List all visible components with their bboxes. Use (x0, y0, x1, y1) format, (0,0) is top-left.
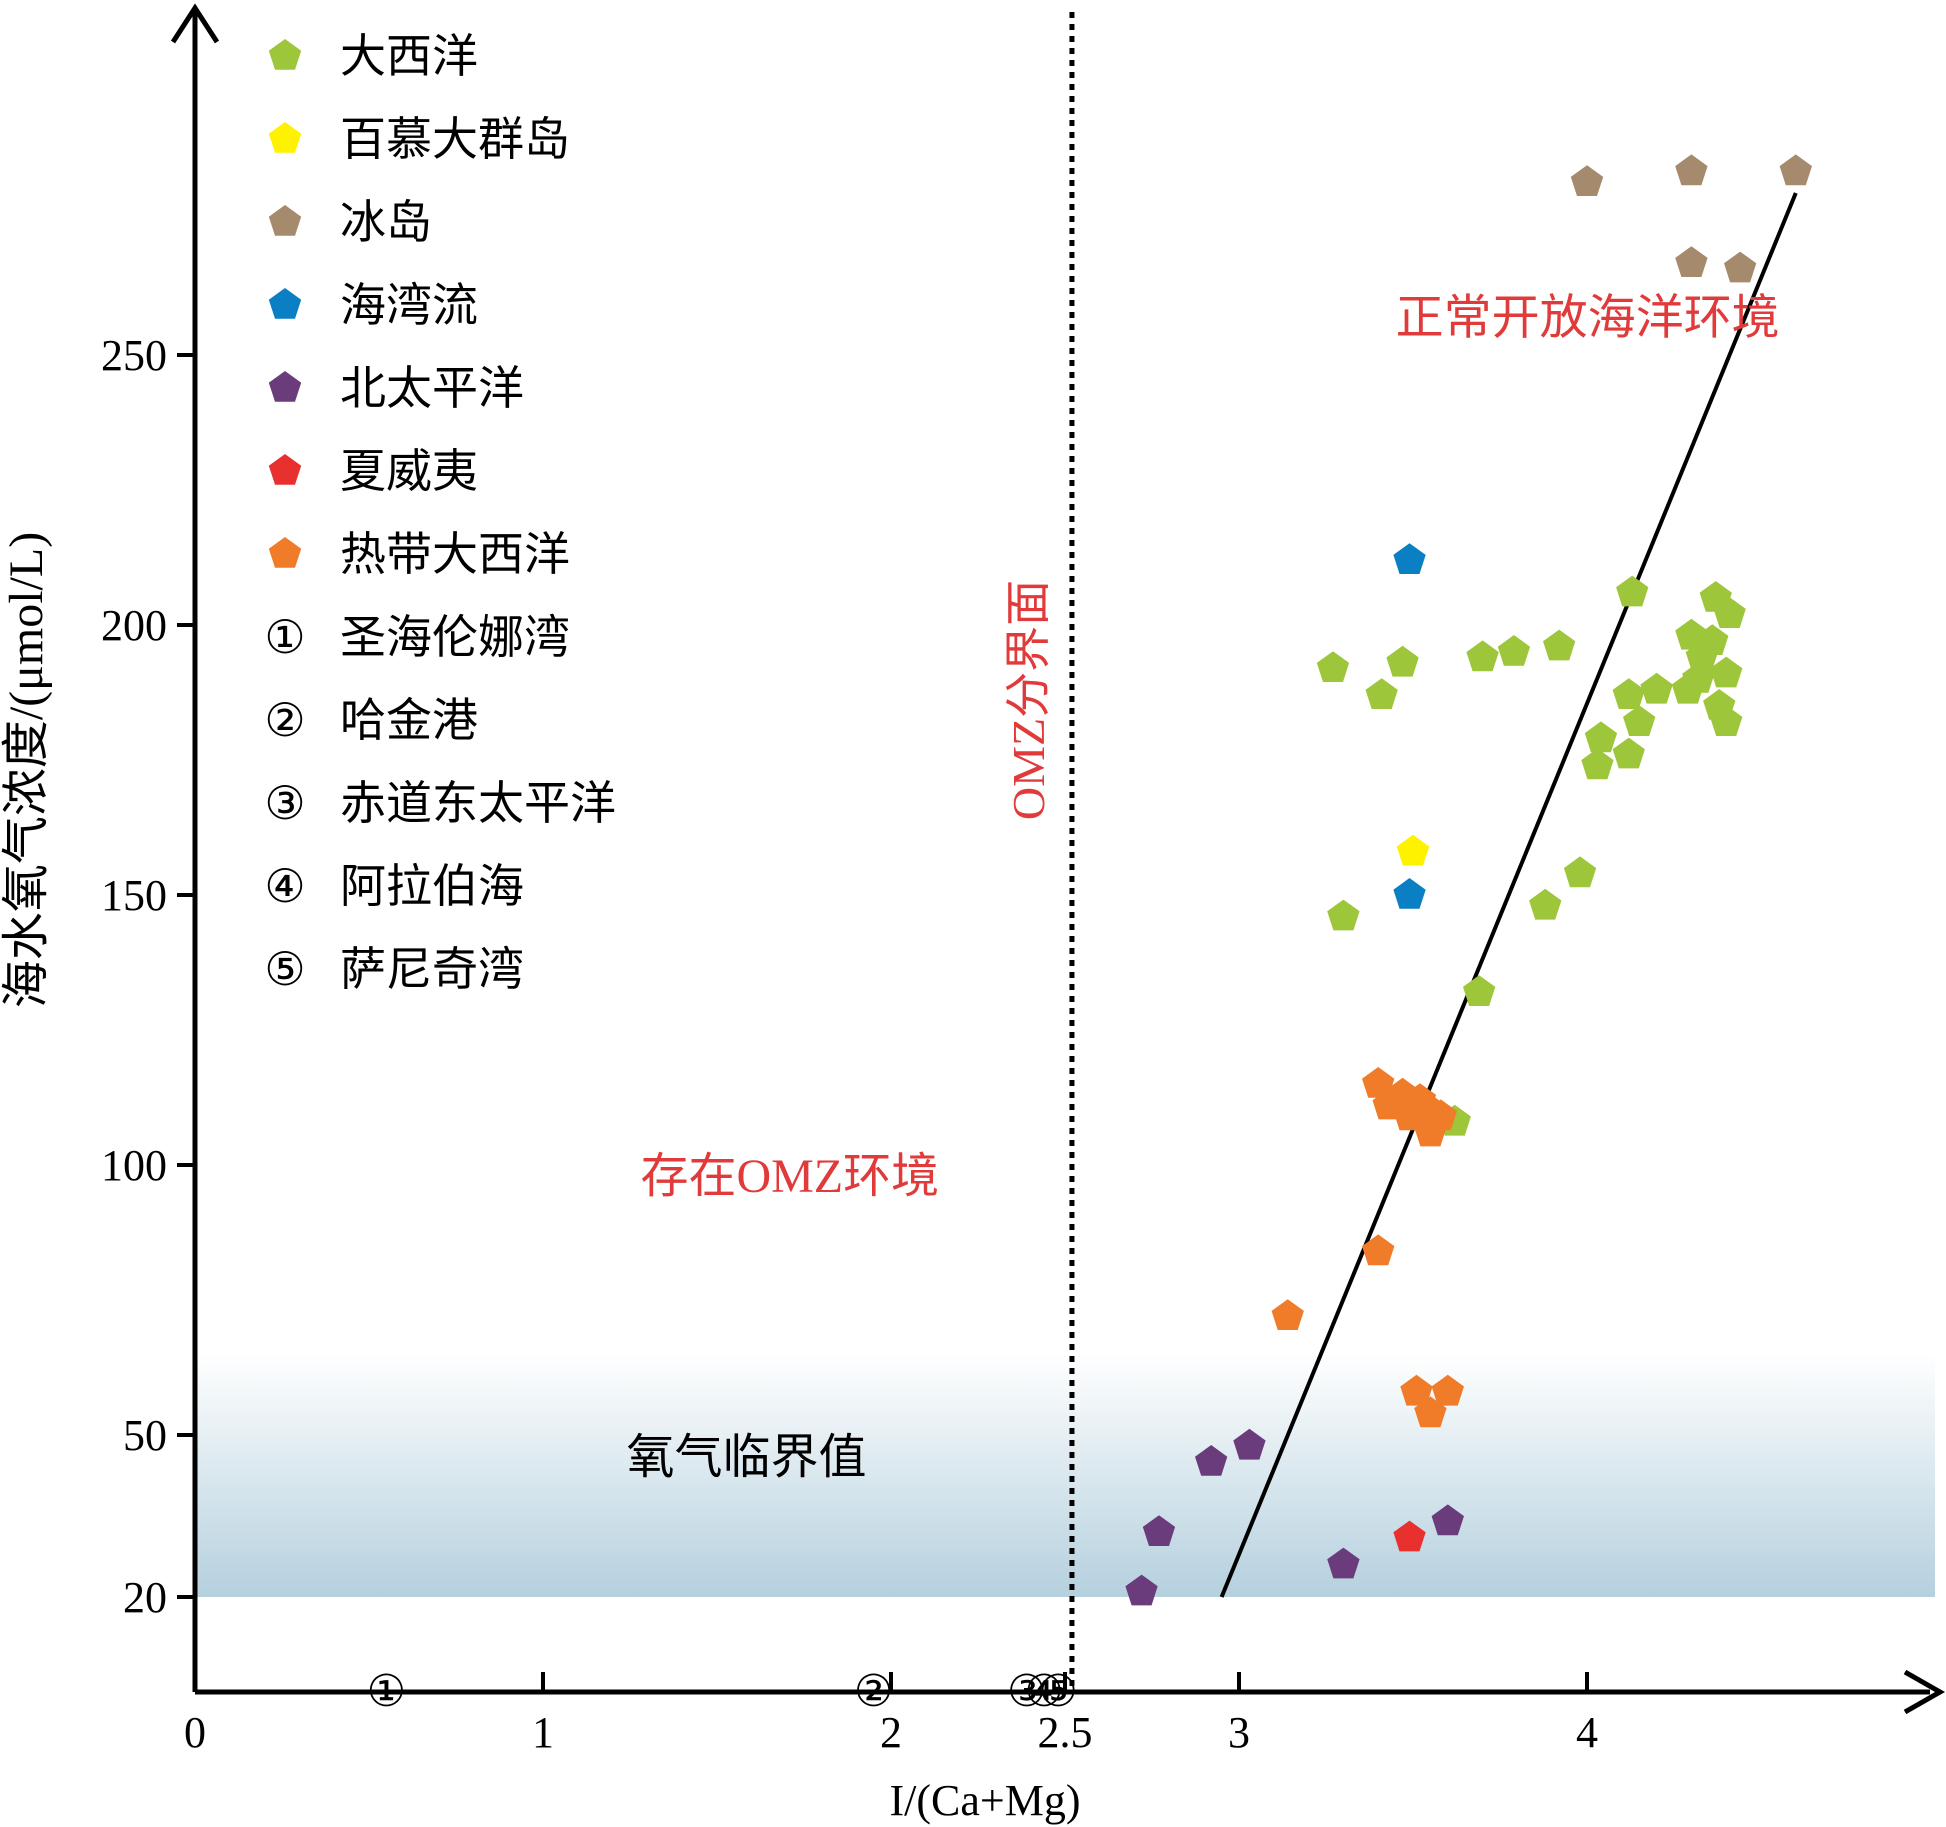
data-point (1362, 1234, 1395, 1266)
data-point (1466, 640, 1499, 672)
data-point (1529, 888, 1562, 920)
legend-site-symbol: ② (264, 695, 305, 746)
legend-label: 大西洋 (340, 31, 478, 82)
data-point (1497, 635, 1531, 666)
x-tick-label: 2 (880, 1708, 902, 1757)
data-point (1543, 629, 1576, 661)
data-point (1414, 1115, 1447, 1147)
data-point (1393, 1520, 1426, 1552)
data-point (1233, 1428, 1266, 1460)
data-point (1414, 1396, 1447, 1428)
data-point (1710, 705, 1743, 736)
data-point (1396, 834, 1430, 866)
data-point (1696, 624, 1729, 655)
x-axis-arrow (1903, 1669, 1946, 1715)
data-point (1675, 154, 1708, 186)
data-point (1431, 1504, 1464, 1536)
data-point (1682, 662, 1715, 693)
site-marker: ③ (1007, 1667, 1046, 1716)
data-point (1584, 721, 1618, 753)
legend-swatch (268, 288, 302, 319)
legend-site-symbol: ③ (264, 778, 305, 829)
y-tick-label: 100 (101, 1141, 167, 1190)
chart-annotation: 正常开放海洋环境 (1396, 291, 1780, 344)
legend-swatch (268, 122, 302, 153)
y-axis-label: 海水氧气浓度/(μmol/L) (0, 532, 53, 1008)
data-point (1616, 575, 1649, 607)
data-point (1713, 597, 1746, 628)
legend-swatch (268, 537, 302, 568)
legend-swatch (268, 454, 302, 485)
y-tick-label: 150 (101, 871, 167, 920)
trend-line (1219, 192, 1798, 1598)
data-point (1710, 656, 1743, 688)
data-point (1623, 705, 1656, 736)
data-point (1362, 1067, 1395, 1098)
data-point (1779, 154, 1812, 186)
legend-swatch (268, 39, 302, 70)
legend-swatch (268, 371, 302, 402)
data-point (1400, 1374, 1433, 1406)
site-marker: ④ (1024, 1667, 1063, 1716)
chart-annotation: 氧气临界值 (627, 1431, 867, 1484)
legend-label: 海湾流 (340, 280, 478, 331)
legend-label: 圣海伦娜湾 (340, 612, 570, 663)
site-marker: ① (367, 1667, 406, 1716)
legend-label: 夏威夷 (340, 446, 478, 497)
legend-label: 热带大西洋 (340, 529, 570, 580)
legend-label: 百慕大群岛 (340, 114, 570, 165)
site-marker: ⑤ (1038, 1667, 1077, 1716)
chart-annotation: 存在OMZ环境 (640, 1150, 939, 1203)
data-point (1393, 543, 1426, 574)
x-tick-label: 1 (532, 1708, 554, 1757)
data-point (1581, 748, 1614, 780)
y-tick-label: 20 (123, 1573, 167, 1622)
data-point (1386, 645, 1419, 677)
data-point (1125, 1574, 1158, 1606)
legend-site-symbol: ① (264, 612, 305, 663)
y-tick-label: 200 (101, 601, 167, 650)
x-tick-label: 3 (1228, 1708, 1250, 1757)
data-point (1327, 899, 1360, 931)
data-point (1431, 1374, 1464, 1406)
data-point (1142, 1515, 1176, 1546)
legend-label: 萨尼奇湾 (340, 944, 524, 995)
data-point (1271, 1299, 1304, 1330)
legend-site-symbol: ④ (264, 861, 305, 912)
data-point (1570, 165, 1604, 196)
omz-boundary-label: OMZ分界面 (1003, 580, 1054, 820)
y-axis-arrow (170, 3, 220, 44)
x-tick-label: 4 (1576, 1708, 1598, 1757)
x-tick-label: 0 (184, 1708, 206, 1757)
x-tick-label: 2.5 (1038, 1708, 1093, 1757)
legend-label: 阿拉伯海 (340, 861, 524, 912)
legend-label: 哈金港 (340, 695, 478, 746)
data-point (1563, 856, 1597, 888)
legend-label: 北太平洋 (340, 363, 524, 414)
x-axis-label: I/(Ca+Mg) (890, 1776, 1081, 1825)
data-point (1327, 1547, 1360, 1579)
legend-swatch (268, 205, 302, 236)
data-point (1724, 251, 1757, 283)
site-marker: ② (854, 1667, 893, 1716)
data-point (1612, 678, 1645, 709)
data-point (1675, 246, 1708, 277)
data-point (1612, 737, 1645, 769)
oxygen-critical-band (197, 1354, 1935, 1597)
data-point (1640, 672, 1673, 704)
data-point (1393, 878, 1426, 909)
data-point (1365, 678, 1398, 709)
data-point (1195, 1445, 1228, 1476)
legend-site-symbol: ⑤ (264, 944, 305, 995)
y-tick-label: 50 (123, 1411, 167, 1460)
y-tick-label: 250 (101, 331, 167, 380)
data-point (1463, 975, 1496, 1006)
data-point (1316, 651, 1350, 682)
legend-label: 冰岛 (340, 197, 432, 248)
legend-label: 赤道东太平洋 (340, 778, 616, 829)
